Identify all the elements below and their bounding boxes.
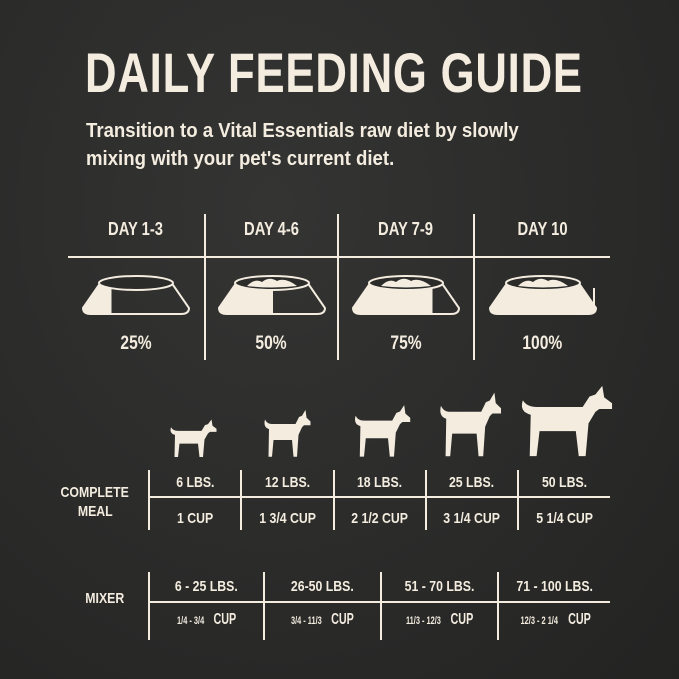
weight-cell: 26-50 LBS. — [291, 578, 354, 595]
divider — [517, 470, 519, 530]
divider — [263, 572, 265, 640]
bowl-icon — [217, 275, 326, 315]
percent-label: 25% — [120, 333, 152, 354]
weight-cell: 6 LBS. — [175, 474, 215, 491]
percent-label: 50% — [255, 333, 288, 354]
bowl-icon — [351, 275, 461, 315]
mixer-amount-cell: 1/4 - 3/4 CUP — [177, 611, 237, 628]
page-title: DAILY FEEDING GUIDE — [85, 41, 583, 104]
divider — [148, 496, 610, 498]
divider — [333, 470, 335, 530]
mixer-amount-cell: 12/3 - 2 1/4 CUP — [520, 611, 591, 628]
mixer-amount-cell: 3/4 - 11/3 CUP — [291, 611, 355, 628]
cup-cell: 1 3/4 CUP — [259, 510, 316, 527]
weight-cell: 25 LBS. — [449, 474, 495, 491]
divider — [148, 601, 610, 603]
cup-cell: 2 1/2 CUP — [351, 510, 409, 527]
divider — [337, 214, 339, 360]
weight-cell: 50 LBS. — [541, 474, 588, 491]
retriever-icon — [521, 385, 613, 457]
day-header: DAY 10 — [517, 219, 568, 239]
cup-cell: 3 1/4 CUP — [443, 510, 501, 527]
divider — [425, 470, 427, 530]
divider — [380, 572, 382, 640]
divider — [148, 572, 150, 640]
divider — [240, 470, 242, 530]
subtitle-line-1: Transition to a Vital Essentials raw die… — [86, 120, 519, 142]
weight-cell: 71 - 100 LBS. — [516, 578, 593, 595]
chihuahua-icon — [170, 419, 217, 457]
percent-label: 75% — [390, 333, 422, 354]
weight-cell: 12 LBS. — [264, 474, 311, 491]
husky-icon — [440, 392, 502, 457]
pug-icon — [355, 405, 411, 457]
poodle-icon — [264, 409, 311, 457]
day-header: DAY 4-6 — [244, 219, 299, 239]
day-header: DAY 1-3 — [108, 219, 164, 239]
cup-cell: 5 1/4 CUP — [536, 510, 593, 527]
divider — [497, 572, 499, 640]
mixer-amount-cell: 11/3 - 12/3 CUP — [406, 611, 474, 628]
day-header: DAY 7-9 — [378, 219, 434, 239]
bowl-icon — [488, 275, 597, 315]
divider — [204, 214, 206, 360]
mixer-label: MIXER — [85, 590, 125, 607]
divider — [473, 214, 475, 360]
bowl-icon — [81, 275, 191, 315]
cup-cell: 1 CUP — [176, 510, 214, 527]
complete-meal-label: COMPLETE MEAL — [60, 484, 130, 520]
weight-cell: 18 LBS. — [357, 474, 403, 491]
weight-cell: 51 - 70 LBS. — [404, 578, 475, 595]
divider — [148, 470, 150, 530]
percent-label: 100% — [522, 333, 563, 354]
weight-cell: 6 - 25 LBS. — [175, 578, 238, 595]
subtitle-line-2: mixing with your pet's current diet. — [86, 148, 395, 170]
divider — [68, 256, 610, 258]
